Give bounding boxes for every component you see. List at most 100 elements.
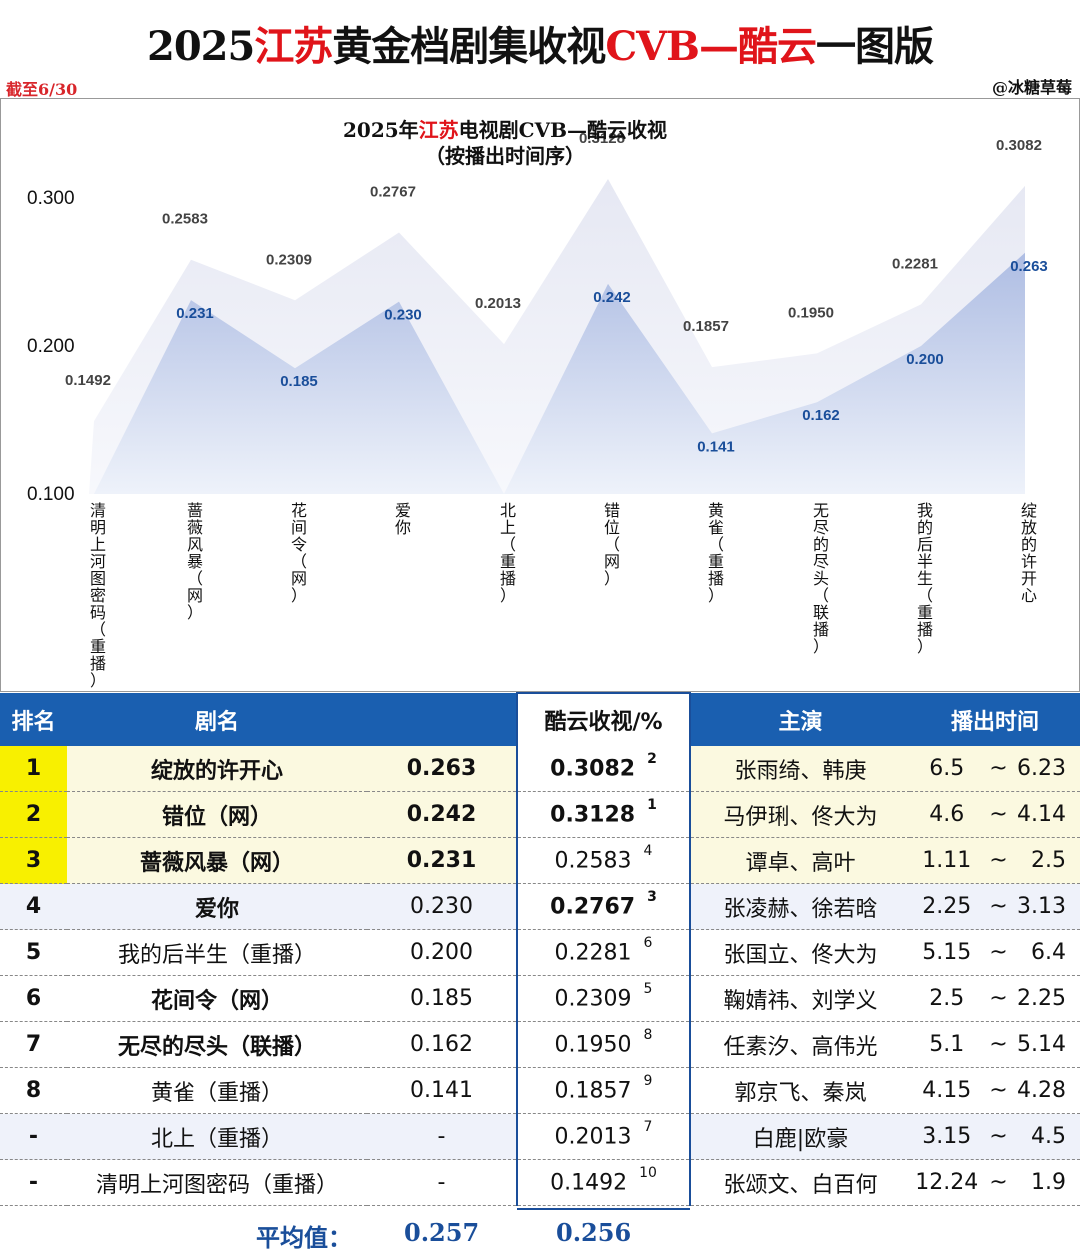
kuyun-rank: 2	[647, 751, 657, 768]
kuyun-rank: 4	[643, 843, 653, 860]
header-cast: 主演	[690, 693, 910, 746]
kuyun-data-label: 0.2309	[266, 251, 312, 268]
cell-drama-name: 无尽的尽头（联播）	[67, 1021, 367, 1068]
cell-air-time: 5.15 ~6.4	[910, 929, 1080, 976]
x-category-label: 花间令（网）	[291, 501, 307, 605]
title-source: CVB—酷云	[605, 23, 817, 70]
table-header-row: 排名 剧名 酷云收视/% 主演 播出时间	[0, 692, 1080, 746]
cell-cast: 白鹿|欧豪	[690, 1113, 910, 1160]
title-year: 2025	[146, 23, 255, 70]
table-row: 8 黄雀（重播） 0.141 0.1857 9 郭京飞、秦岚 4.15 ~4.28	[0, 1067, 1080, 1114]
x-category-label: 我的后半生（重播）	[917, 501, 933, 656]
cell-kuyun: 0.3082 2	[516, 746, 691, 792]
table-row: 5 我的后半生（重播） 0.200 0.2281 6 张国立、佟大为 5.15 ~6.4	[0, 929, 1080, 976]
y-tick-label: 0.100	[27, 484, 75, 505]
cvb-area	[89, 252, 1025, 494]
kuyun-rank: 10	[639, 1165, 657, 1182]
cell-cast: 任素汐、高伟光	[690, 1021, 910, 1068]
cell-drama-name: 蔷薇风暴（网）	[67, 837, 367, 884]
kuyun-value: 0.1857	[554, 1078, 632, 1104]
table-row: 6 花间令（网） 0.185 0.2309 5 鞠婧祎、刘学义 2.5 ~2.25	[0, 975, 1080, 1022]
cell-air-time: 6.5 ~6.23	[910, 746, 1080, 792]
cell-cvb: 0.231	[367, 837, 517, 884]
y-tick-label: 0.300	[27, 188, 75, 209]
x-category-label: 绽放的许开心	[1021, 501, 1037, 605]
cvb-data-label: 0.141	[697, 438, 735, 455]
cell-kuyun: 0.2281 6	[516, 929, 691, 976]
average-cvb: 0.257	[404, 1218, 480, 1247]
air-tilde: ~	[989, 986, 1008, 1011]
table-row: 4 爱你 0.230 0.2767 3 张凌赫、徐若晗 2.25 ~3.13	[0, 883, 1080, 930]
cvb-data-label: 0.185	[280, 373, 318, 390]
air-end: 5.14	[1017, 1032, 1066, 1057]
cell-rank: -	[0, 1159, 67, 1206]
chart-panel: 0.100 0.200 0.300 0.1492 0.2583 0.2309 0.2767 0…	[0, 98, 1080, 692]
table-row: 3 蔷薇风暴（网） 0.231 0.2583 4 谭卓、高叶 1.11 ~2.5	[0, 837, 1080, 884]
kuyun-value: 0.2583	[554, 848, 632, 874]
cell-cast: 张凌赫、徐若晗	[690, 883, 910, 930]
cell-rank: 8	[0, 1067, 67, 1114]
cell-air-time: 4.15 ~4.28	[910, 1067, 1080, 1114]
cell-air-time: 5.1 ~5.14	[910, 1021, 1080, 1068]
cell-rank: 3	[0, 837, 67, 884]
air-end: 2.25	[1017, 986, 1066, 1011]
cell-cvb: -	[367, 1113, 517, 1160]
kuyun-data-label: 0.1857	[683, 318, 729, 335]
average-row: 平均值： 0.257 0.256	[0, 1210, 1080, 1256]
kuyun-data-label: 0.2583	[162, 211, 208, 228]
kuyun-data-label: 0.1492	[65, 372, 111, 389]
cell-air-time: 2.25 ~3.13	[910, 883, 1080, 930]
air-start: 4.15	[922, 1078, 972, 1103]
cell-air-time: 3.15 ~4.5	[910, 1113, 1080, 1160]
kuyun-data-label: 0.2013	[475, 295, 521, 312]
air-end: 3.13	[1017, 894, 1066, 919]
cell-cvb: 0.141	[367, 1067, 517, 1114]
author-credit: @冰糖草莓	[991, 78, 1072, 97]
average-kuyun: 0.256	[556, 1218, 632, 1247]
kuyun-rank: 6	[643, 935, 653, 952]
kuyun-rank: 9	[643, 1073, 653, 1090]
header-cvb	[367, 693, 517, 746]
cell-cast: 郭京飞、秦岚	[690, 1067, 910, 1114]
header-name: 剧名	[67, 693, 367, 746]
chart-subtitle: （按播出时间序）	[425, 144, 585, 168]
cvb-data-label: 0.162	[802, 407, 840, 424]
cell-cast: 张雨绮、韩庚	[690, 746, 910, 792]
air-start: 12.24	[915, 1170, 979, 1195]
kuyun-rank: 1	[647, 797, 657, 814]
cell-drama-name: 错位（网）	[67, 791, 367, 838]
title-province: 江苏	[254, 23, 333, 70]
cvb-data-label: 0.231	[176, 305, 214, 322]
kuyun-value: 0.2281	[554, 940, 632, 966]
cell-cast: 张国立、佟大为	[690, 929, 910, 976]
cell-cvb: 0.230	[367, 883, 517, 930]
kuyun-data-label: 0.2767	[370, 183, 416, 200]
cell-cast: 张颂文、白百何	[690, 1159, 910, 1206]
cell-kuyun: 0.2583 4	[516, 837, 691, 884]
air-end: 1.9	[1031, 1170, 1066, 1195]
cell-kuyun: 0.1950 8	[516, 1021, 691, 1068]
air-tilde: ~	[989, 940, 1008, 965]
kuyun-value: 0.2309	[554, 986, 632, 1012]
air-tilde: ~	[989, 1032, 1008, 1057]
table-row: 7 无尽的尽头（联播） 0.162 0.1950 8 任素汐、高伟光 5.1 ~5.14	[0, 1021, 1080, 1068]
cell-cvb: 0.185	[367, 975, 517, 1022]
average-label: 平均值：	[256, 1223, 352, 1252]
air-end: 2.5	[1031, 848, 1066, 873]
cell-cvb: 0.242	[367, 791, 517, 838]
air-tilde: ~	[989, 894, 1008, 919]
air-start: 6.5	[929, 756, 965, 781]
x-category-label: 蔷薇风暴（网）	[187, 501, 203, 622]
ratings-table: 排名 剧名 酷云收视/% 主演 播出时间 1 绽放的许开心 0.263 0.3082 2…	[0, 692, 1080, 1206]
air-start: 3.15	[922, 1124, 972, 1149]
x-category-label: 清明上河图密码（重播）	[90, 501, 106, 690]
cvb-data-label: 0.200	[906, 351, 944, 368]
air-tilde: ~	[989, 756, 1008, 781]
cell-cvb: -	[367, 1159, 517, 1206]
kuyun-value: 0.1492	[550, 1170, 628, 1196]
air-start: 1.11	[922, 848, 972, 873]
cvb-data-label: 0.230	[384, 307, 422, 324]
y-tick-label: 0.200	[27, 336, 75, 357]
chart-title-year: 2025年	[342, 118, 419, 142]
chart-title-province: 江苏	[418, 118, 459, 142]
